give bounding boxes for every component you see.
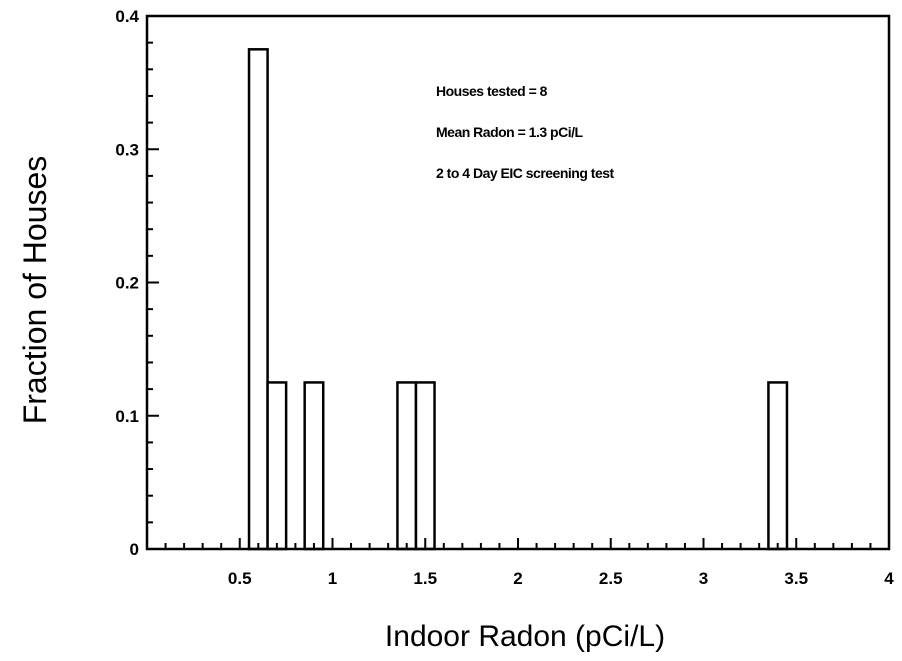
bar-2	[303, 381, 325, 551]
y-tick-label: 0.1	[115, 407, 139, 426]
x-tick-label: 1	[328, 569, 337, 588]
bar-0	[247, 48, 269, 551]
bar-4	[414, 381, 436, 551]
annotation-houses-tested: Houses tested = 8	[436, 83, 548, 99]
y-tick-label: 0.2	[115, 274, 139, 293]
y-axis-label: Fraction of Houses	[17, 156, 53, 425]
bar-5	[767, 381, 789, 551]
bar-1	[266, 381, 288, 551]
y-tick-label: 0.3	[115, 140, 139, 159]
x-tick-label: 3.5	[784, 569, 808, 588]
x-tick-label: 1.5	[413, 569, 437, 588]
annotation-test-type: 2 to 4 Day EIC screening test	[436, 165, 615, 181]
x-tick-label: 3	[699, 569, 708, 588]
x-tick-label: 0.5	[228, 569, 252, 588]
x-axis-label: Indoor Radon (pCi/L)	[385, 620, 665, 653]
bars-layer	[247, 48, 789, 551]
x-tick-label: 2.5	[599, 569, 623, 588]
x-tick-label: 4	[884, 569, 894, 588]
ticks-layer	[147, 41, 872, 549]
tick-labels-layer: 0.5 1 1.5 2 2.5 3 3.5 4 0 0.1 0.2 0.3 0.4	[115, 7, 894, 588]
bar-3	[396, 381, 418, 551]
x-tick-label: 2	[513, 569, 522, 588]
annotation-mean-radon: Mean Radon = 1.3 pCi/L	[436, 124, 583, 140]
y-tick-label: 0	[130, 540, 139, 559]
y-tick-label: 0.4	[115, 7, 139, 26]
